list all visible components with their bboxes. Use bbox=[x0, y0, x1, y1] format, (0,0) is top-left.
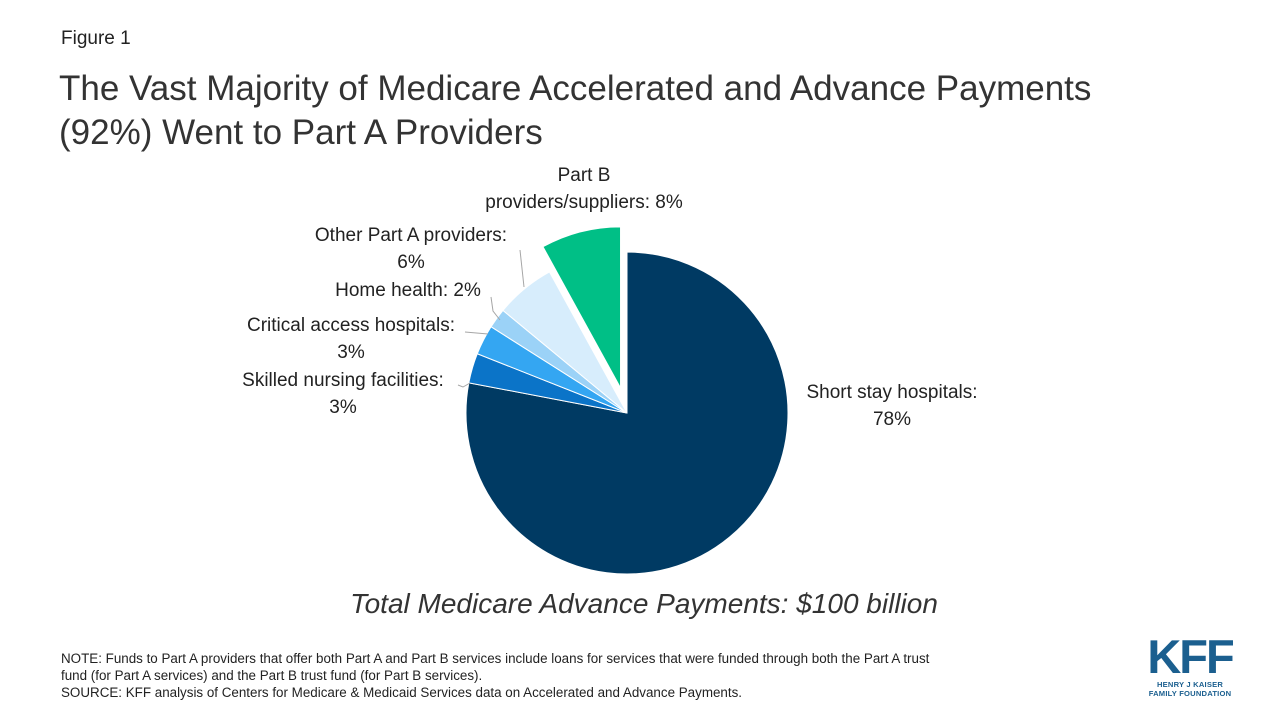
leader-line-home-health bbox=[490, 296, 501, 321]
logo-subtitle-2: FAMILY FOUNDATION bbox=[1148, 689, 1232, 698]
chart-title: The Vast Majority of Medicare Accelerate… bbox=[59, 67, 1209, 155]
pie-slice-other-part-a-providers bbox=[502, 271, 628, 414]
slice-label-other-part-a-providers: Other Part A providers: 6% bbox=[315, 225, 507, 273]
leader-line-skilled-nursing-facilities bbox=[457, 382, 471, 388]
leader-line-critical-access-hospitals bbox=[464, 331, 489, 335]
total-payments-caption: Total Medicare Advance Payments: $100 bi… bbox=[350, 588, 938, 619]
source-line: SOURCE: KFF analysis of Centers for Medi… bbox=[61, 685, 743, 700]
chart-title-line-2: (92%) Went to Part A Providers bbox=[59, 113, 543, 152]
pie-slice-part-b-providers-suppliers bbox=[542, 226, 622, 389]
chart-notes: NOTE: Funds to Part A providers that off… bbox=[61, 650, 1111, 701]
kff-logo: KFF HENRY J KAISER FAMILY FOUNDATION bbox=[1142, 630, 1238, 698]
chart-title-line-1: The Vast Majority of Medicare Accelerate… bbox=[59, 69, 1092, 108]
leader-line-other-part-a-providers bbox=[519, 249, 525, 288]
note-line-2: fund (for Part A services) and the Part … bbox=[61, 668, 483, 683]
figure-label: Figure 1 bbox=[61, 28, 131, 49]
slice-label-home-health: Home health: 2% bbox=[335, 280, 481, 301]
note-line-1: NOTE: Funds to Part A providers that off… bbox=[61, 651, 930, 666]
logo-subtitle-1: HENRY J KAISER bbox=[1156, 680, 1224, 689]
slice-label-short-stay-hospitals: Short stay hospitals: 78% bbox=[806, 382, 977, 430]
slice-label-critical-access-hospitals: Critical access hospitals: 3% bbox=[247, 315, 455, 363]
slice-label-skilled-nursing-facilities: Skilled nursing facilities: 3% bbox=[242, 370, 444, 418]
logo-mark: KFF bbox=[1147, 630, 1234, 683]
